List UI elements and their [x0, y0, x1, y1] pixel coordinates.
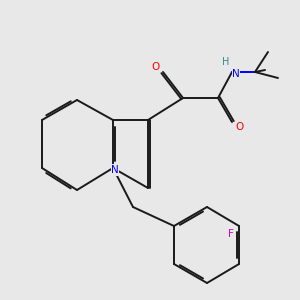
Text: N: N — [111, 165, 119, 175]
Text: F: F — [228, 229, 234, 239]
Text: O: O — [151, 62, 159, 72]
Text: H: H — [222, 57, 230, 67]
Text: N: N — [232, 69, 240, 79]
Text: O: O — [236, 122, 244, 132]
